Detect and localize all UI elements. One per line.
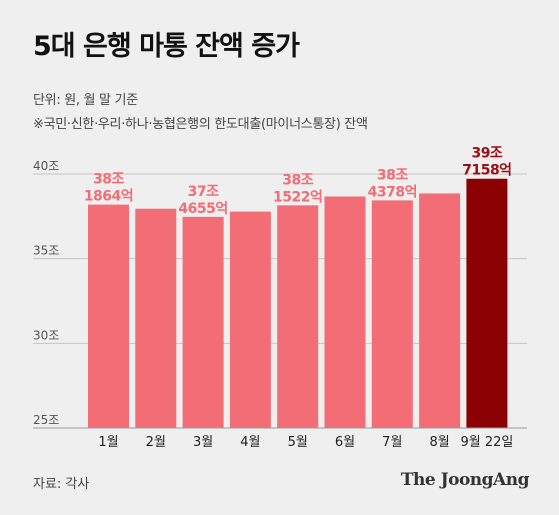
unit-note: 단위: 원, 월 말 기준	[33, 93, 138, 108]
x-tick-label: 3월	[193, 435, 213, 450]
data-label: 4655억	[178, 201, 227, 217]
publisher-logo: The JoongAng	[400, 470, 530, 490]
data-label: 38조	[93, 172, 124, 188]
bar	[88, 204, 129, 428]
bar	[182, 216, 224, 428]
x-tick-label: 6월	[335, 435, 355, 450]
x-tick-label: 2월	[146, 435, 166, 450]
bar	[277, 205, 319, 428]
data-label: 38조	[282, 172, 313, 188]
source-note: 자료: 각사	[33, 477, 90, 492]
bar	[135, 208, 177, 428]
x-tick-label: 7월	[382, 435, 402, 450]
scope-note: ※국민·신한·우리·하나·농협은행의 한도대출(마이너스통장) 잔액	[33, 117, 368, 132]
data-label: 1522억	[273, 189, 322, 205]
bar	[371, 200, 413, 428]
y-tick-label: 25조	[33, 413, 59, 427]
bar	[419, 193, 461, 428]
bar	[466, 178, 508, 428]
x-tick-label: 4월	[240, 435, 260, 450]
data-label: 4378억	[368, 184, 417, 200]
x-tick-label: 1월	[98, 435, 118, 450]
x-tick-label: 8월	[429, 435, 449, 450]
y-tick-label: 35조	[33, 244, 59, 258]
data-label: 37조	[188, 184, 219, 200]
data-label: 39조	[471, 146, 502, 162]
x-tick-label: 5월	[288, 435, 308, 450]
chart-title: 5대 은행 마통 잔액 증가	[33, 31, 300, 62]
data-label: 1864억	[84, 189, 133, 205]
y-tick-label: 30조	[33, 328, 59, 342]
data-label: 7158억	[462, 163, 511, 179]
x-tick-label: 9월 22일	[460, 435, 513, 450]
y-tick-label: 40조	[33, 159, 59, 173]
bar	[324, 196, 366, 428]
data-label: 38조	[377, 167, 408, 183]
bar	[229, 211, 271, 428]
